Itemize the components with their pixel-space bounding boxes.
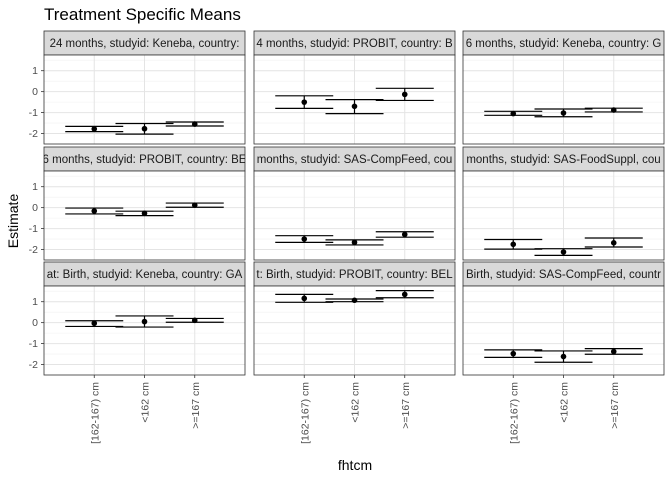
x-tick-label: >=167 cm [190, 382, 202, 429]
x-tick-label: <162 cm [140, 382, 152, 423]
facet-strip-label: months, studyid: SAS-FoodSuppl, cou [466, 154, 660, 166]
estimate-point [191, 121, 198, 127]
facet-strip-label: at: Birth, studyid: Keneba, country: GA [47, 269, 243, 281]
y-tick-label: 1 [32, 181, 38, 193]
y-tick-label: 0 [32, 317, 38, 329]
x-tick-label: [162-167) cm [299, 382, 311, 444]
y-tick-label: -1 [29, 223, 38, 235]
y-tick-label: -1 [29, 107, 38, 119]
y-tick-label: 1 [32, 296, 38, 308]
y-tick-label: -2 [29, 128, 38, 140]
estimate-point [301, 99, 308, 105]
estimate-point [301, 236, 308, 242]
x-tick-label: <162 cm [559, 382, 571, 423]
estimate-point [141, 210, 148, 217]
facet-strip-label: 6 months, studyid: PROBIT, country: BE [43, 154, 247, 166]
x-tick-label: [162-167) cm [89, 382, 101, 444]
estimate-point [510, 110, 517, 117]
facet-strip-label: months, studyid: SAS-CompFeed, cou [257, 154, 453, 166]
facet-strip-label: t: Birth, studyid: PROBIT, country: BEL [256, 269, 453, 281]
facet-strip [253, 146, 456, 172]
y-tick-label: 1 [32, 65, 38, 77]
facet-strip-label: Birth, studyid: SAS-CompFeed, countr [466, 269, 661, 281]
facet-strip [462, 261, 665, 287]
y-tick-label: -2 [29, 244, 38, 256]
panel-border [253, 54, 456, 145]
estimate-point [401, 91, 408, 98]
chart-title: Treatment Specific Means [44, 5, 241, 24]
panel-border [462, 170, 665, 261]
estimate-point [191, 202, 198, 208]
estimate-point [610, 107, 617, 113]
estimate-point [351, 297, 358, 304]
y-tick-label: -2 [29, 359, 38, 371]
estimate-point [141, 125, 148, 132]
facet-strip [43, 30, 246, 56]
y-axis-title: Estimate [5, 194, 21, 249]
panel-border [462, 54, 665, 145]
y-tick-label: 0 [32, 202, 38, 214]
estimate-point [401, 231, 408, 238]
estimate-point [401, 291, 408, 298]
estimate-point [510, 241, 517, 248]
estimate-point [560, 353, 567, 360]
facet-strip-label: 24 months, studyid: Keneba, country: [50, 38, 240, 50]
estimate-point [91, 126, 98, 132]
estimate-point [560, 110, 567, 116]
x-tick-label: >=167 cm [400, 382, 412, 429]
facet-strip [253, 261, 456, 287]
estimate-point [351, 239, 358, 246]
facet-strip [43, 146, 246, 172]
x-tick-label: <162 cm [350, 382, 362, 423]
estimate-point [610, 348, 617, 355]
estimate-point [610, 240, 617, 246]
y-tick-label: 0 [32, 86, 38, 98]
estimate-point [510, 350, 517, 357]
panel-border [43, 170, 246, 261]
x-axis-title: fhtcm [338, 457, 372, 473]
facet-strip-label: 6 months, studyid: Keneba, country: G [466, 38, 662, 50]
panel-border [253, 170, 456, 261]
estimate-point [301, 295, 308, 302]
estimate-point [351, 103, 358, 110]
estimate-point [91, 320, 98, 327]
estimate-point [91, 208, 98, 214]
x-tick-label: [162-167) cm [508, 382, 520, 444]
x-tick-label: >=167 cm [609, 382, 621, 429]
facet-strip-label: 4 months, studyid: PROBIT, country: B [256, 38, 453, 50]
estimate-point [141, 318, 148, 325]
panel-border [43, 54, 246, 145]
estimate-point [191, 317, 198, 324]
estimate-point [560, 249, 567, 255]
y-tick-label: -1 [29, 338, 38, 350]
facet-strip [462, 146, 665, 172]
facet-strip [462, 30, 665, 56]
facet-panels: 24 months, studyid: Keneba, country: -2 -1… [29, 30, 665, 444]
